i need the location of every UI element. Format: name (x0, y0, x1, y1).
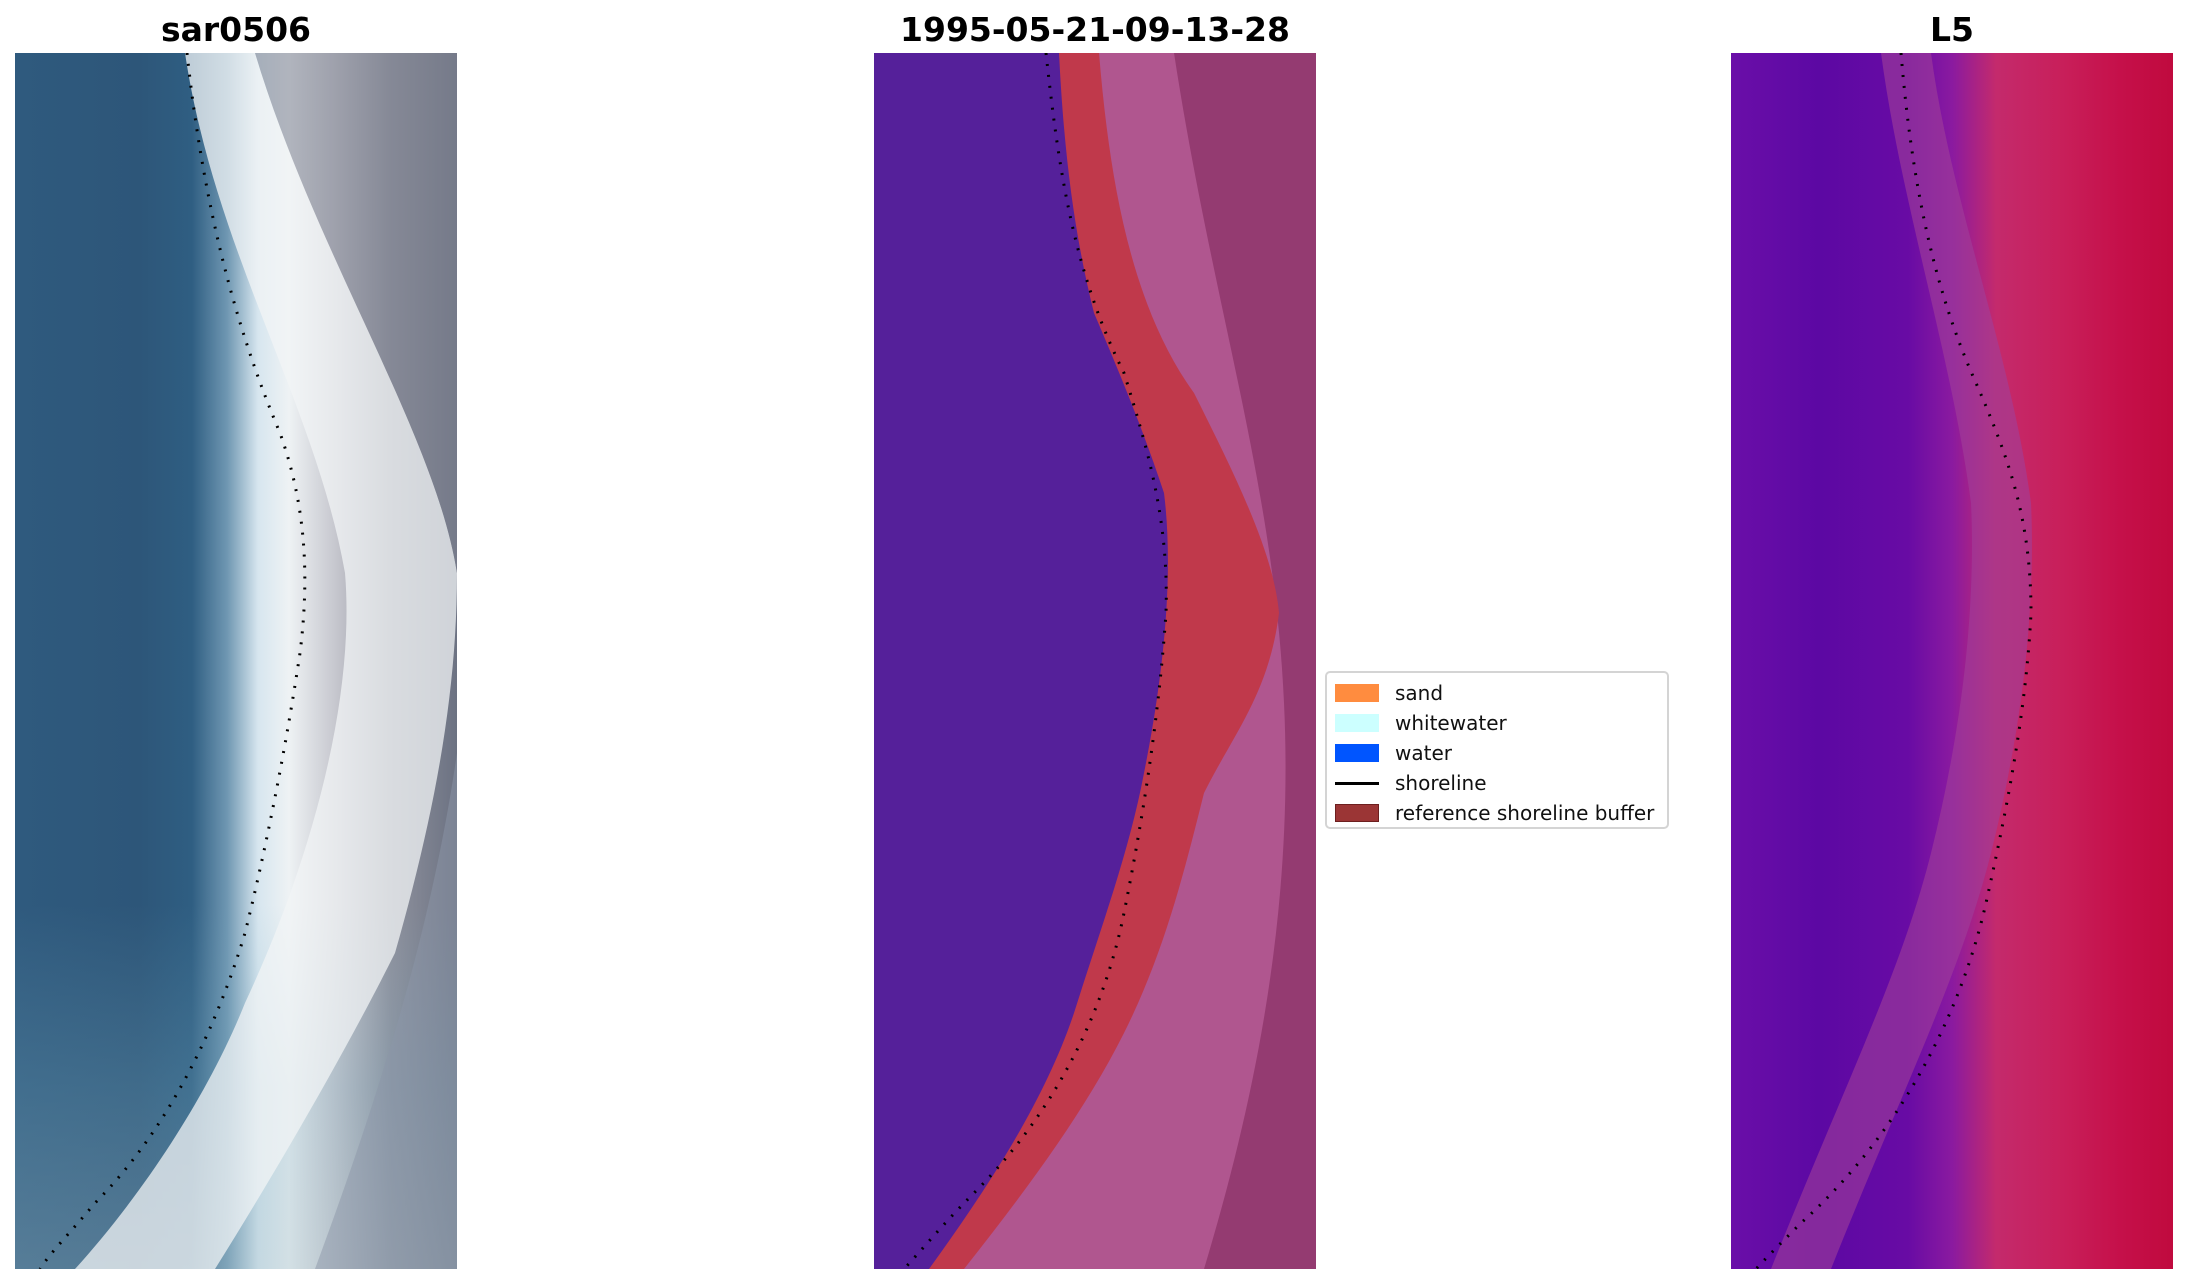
transition-band (1771, 53, 2032, 1269)
legend-label-shoreline: shoreline (1395, 771, 1487, 795)
legend-swatch-water (1335, 744, 1379, 762)
panel-title-index: L5 (1930, 10, 1974, 49)
surf-zone (75, 53, 457, 1269)
panel-title-classification: 1995-05-21-09-13-28 (900, 10, 1290, 49)
legend-swatch-sand (1335, 684, 1379, 702)
legend-label-reference-buffer: reference shoreline buffer (1395, 801, 1655, 825)
legend-item-sand: sand (1335, 678, 1443, 708)
classification-panel (874, 53, 1316, 1269)
index-image-panel (1731, 53, 2173, 1269)
legend-item-reference-buffer: reference shoreline buffer (1335, 798, 1654, 828)
shoreline-dotted (902, 53, 1168, 1269)
legend-item-water: water (1335, 738, 1452, 768)
legend-label-water: water (1395, 741, 1452, 765)
reference-buffer (929, 53, 1279, 1269)
legend-swatch-whitewater (1335, 714, 1379, 732)
legend-swatch-reference-buffer (1335, 804, 1379, 822)
legend: sand whitewater water shoreline referenc… (1325, 671, 1669, 829)
legend-label-sand: sand (1395, 681, 1444, 705)
classification-overlay (902, 53, 1316, 1269)
index-image-overlay (1754, 53, 2033, 1269)
legend-item-shoreline: shoreline (1335, 768, 1487, 798)
legend-label-whitewater: whitewater (1395, 711, 1507, 735)
rgb-image-panel (15, 53, 457, 1269)
wet-sand (255, 53, 457, 573)
legend-line-shoreline (1335, 781, 1379, 785)
sand-zone (934, 53, 1316, 1269)
dry-sand (315, 753, 457, 1269)
legend-item-whitewater: whitewater (1335, 708, 1507, 738)
rgb-image-overlay (38, 53, 457, 1269)
panel-title-rgb: sar0506 (160, 10, 312, 49)
sand-zone-dark (1174, 53, 1316, 1269)
